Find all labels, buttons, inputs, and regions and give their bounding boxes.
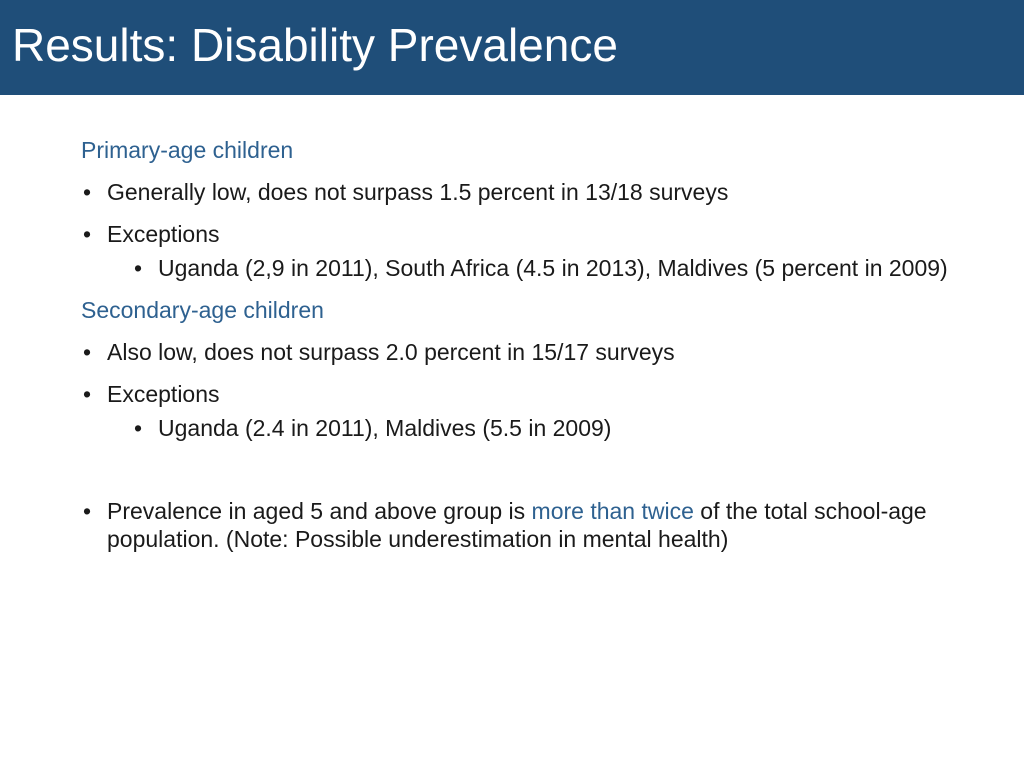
primary-bullet-exceptions: Exceptions bbox=[81, 220, 961, 248]
prevalence-text-start: Prevalence in aged 5 and above group is bbox=[107, 498, 532, 524]
prevalence-text-end: of the total school-age population. (Not… bbox=[107, 498, 927, 552]
prevalence-bullet: Prevalence in aged 5 and above group is … bbox=[81, 497, 961, 553]
primary-exceptions-detail: Uganda (2,9 in 2011), South Africa (4.5 … bbox=[81, 254, 961, 282]
secondary-exceptions-detail: Uganda (2.4 in 2011), Maldives (5.5 in 2… bbox=[81, 414, 961, 442]
slide-content: Primary-age children Generally low, does… bbox=[81, 136, 961, 553]
secondary-bullet-low: Also low, does not surpass 2.0 percent i… bbox=[81, 338, 961, 366]
primary-bullet-low: Generally low, does not surpass 1.5 perc… bbox=[81, 178, 961, 206]
prevalence-highlight: more than twice bbox=[531, 498, 694, 524]
secondary-age-heading: Secondary-age children bbox=[81, 297, 324, 323]
title-bar: Results: Disability Prevalence bbox=[0, 0, 1024, 95]
slide-title: Results: Disability Prevalence bbox=[12, 19, 618, 71]
secondary-bullet-exceptions: Exceptions bbox=[81, 380, 961, 408]
primary-age-heading: Primary-age children bbox=[81, 137, 294, 163]
